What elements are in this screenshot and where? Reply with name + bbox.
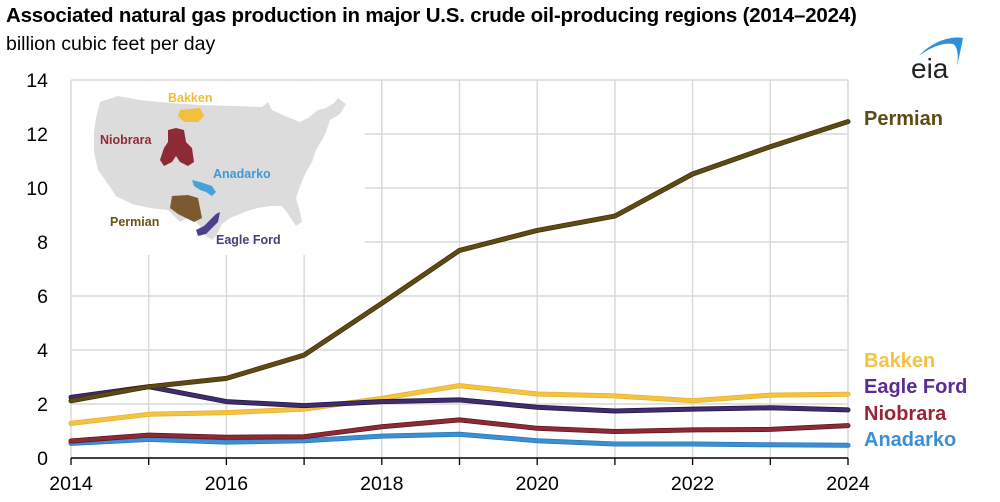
map-label-bakken: Bakken bbox=[168, 91, 212, 105]
map-region-eagle-ford bbox=[196, 212, 220, 236]
logo-text: eia bbox=[911, 53, 949, 84]
x-tick-label: 2018 bbox=[360, 473, 403, 495]
x-tick-label: 2016 bbox=[205, 473, 248, 495]
series-label-niobrara: Niobrara bbox=[864, 403, 947, 425]
x-tick-label: 2020 bbox=[516, 473, 560, 495]
series-line-eagle-ford bbox=[69, 384, 850, 413]
series-lines bbox=[68, 119, 851, 448]
y-tick-label: 0 bbox=[37, 448, 48, 470]
series-labels: Permian Bakken Eagle Ford Niobrara Anadarko bbox=[864, 108, 967, 451]
map-label-niobrara: Niobrara bbox=[100, 133, 152, 147]
chart-subtitle: billion cubic feet per day bbox=[6, 33, 216, 55]
y-tick-label: 14 bbox=[26, 70, 48, 92]
us-map-land bbox=[94, 96, 346, 240]
series-label-anadarko: Anadarko bbox=[864, 429, 956, 451]
y-tick-label: 8 bbox=[37, 232, 48, 254]
map-label-eagle-ford: Eagle Ford bbox=[216, 233, 281, 247]
series-line-bakken bbox=[69, 383, 850, 426]
y-tick-label: 12 bbox=[26, 124, 48, 146]
y-tick-label: 10 bbox=[26, 178, 48, 200]
eia-logo-icon: eia bbox=[911, 37, 963, 84]
y-tick-label: 6 bbox=[37, 286, 48, 308]
x-tick-label: 2014 bbox=[49, 473, 93, 495]
series-line-permian bbox=[69, 119, 850, 403]
map-label-permian: Permian bbox=[110, 215, 159, 229]
series-label-permian: Permian bbox=[864, 108, 943, 130]
series-line-anadarko bbox=[69, 432, 850, 448]
map-region-permian bbox=[170, 195, 202, 222]
map-region-anadarko bbox=[192, 180, 216, 196]
chart-title: Associated natural gas production in maj… bbox=[6, 4, 857, 27]
map-inset: Bakken Niobrara Anadarko Permian Eagle F… bbox=[72, 81, 365, 255]
x-tick-label: 2022 bbox=[671, 473, 714, 495]
y-tick-label: 4 bbox=[37, 340, 48, 362]
map-region-bakken bbox=[178, 108, 204, 122]
series-line-niobrara bbox=[69, 418, 850, 443]
map-label-anadarko: Anadarko bbox=[213, 167, 271, 181]
axes: 2014 2016 2018 2020 2022 2024 0 2 4 6 8 10 12 14 bbox=[26, 70, 870, 495]
map-region-niobrara bbox=[160, 128, 194, 166]
y-tick-label: 2 bbox=[37, 394, 48, 416]
series-label-eagle-ford: Eagle Ford bbox=[864, 376, 967, 398]
x-tick-label: 2024 bbox=[826, 473, 870, 495]
series-label-bakken: Bakken bbox=[864, 350, 935, 372]
